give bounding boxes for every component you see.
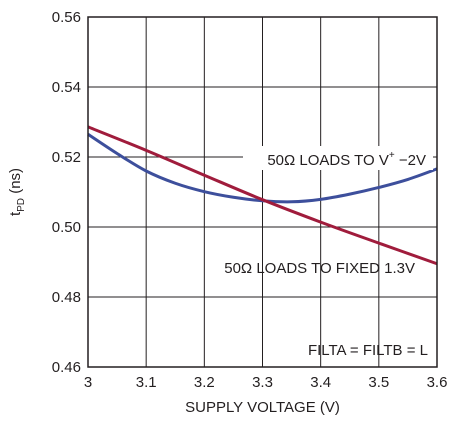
x-tick-label-4: 3.4 [310,374,331,391]
annotation-v-plus-pre: 50Ω LOADS TO V [267,152,389,169]
x-tick-label-0: 3 [84,374,92,391]
y-axis-title: tPD (ns) [7,168,27,216]
annotation-filt: FILTA = FILTB = L [308,342,428,359]
annotation-v-plus-sup: + [389,150,395,161]
x-tick-label-3: 3.3 [252,374,273,391]
y-tick-label-1: 0.48 [52,289,81,306]
x-tick-label-1: 3.1 [136,374,157,391]
y-tick-label-4: 0.54 [52,79,81,96]
y-tick-label-5: 0.56 [52,9,81,26]
plot-frame [87,16,438,368]
y-axis-title-subscript: PD [16,198,27,212]
series-layer [87,125,438,266]
annotation-loads-v-plus: 50Ω LOADS TO V+ −2V [267,150,426,169]
y-axis-title-unit: (ns) [7,168,24,198]
y-tick-label-0: 0.46 [52,359,81,376]
x-tick-label-2: 3.2 [194,374,215,391]
y-tick-label-2: 0.50 [52,219,81,236]
annotation-v-plus-post: −2V [395,152,426,169]
x-tick-labels: 3 3.1 3.2 3.3 3.4 3.5 3.6 [84,374,448,391]
annotation-v-plus-background [243,146,433,170]
x-tick-label-6: 3.6 [427,374,448,391]
x-tick-label-5: 3.5 [368,374,389,391]
series-line-1 [87,125,438,266]
x-axis-title: SUPPLY VOLTAGE (V) [185,399,340,416]
grid [87,16,438,368]
annotation-loads-fixed: 50Ω LOADS TO FIXED 1.3V [224,260,415,277]
y-tick-labels: 0.46 0.48 0.50 0.52 0.54 0.56 [52,9,81,376]
y-tick-label-3: 0.52 [52,149,81,166]
y-axis-title-main: t [7,211,24,216]
